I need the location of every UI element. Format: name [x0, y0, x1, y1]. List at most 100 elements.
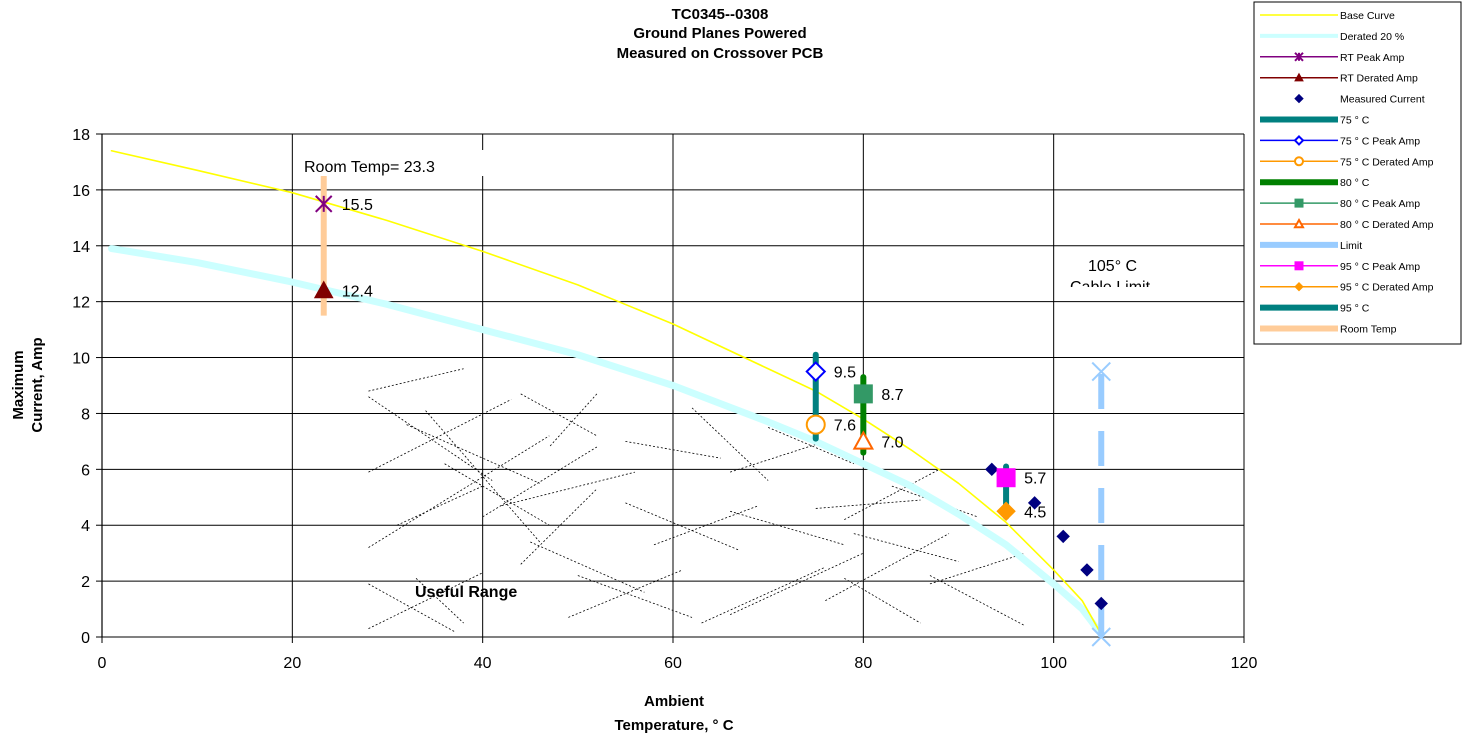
- x-tick-label: 20: [283, 655, 301, 672]
- y-tick-label: 10: [72, 351, 90, 368]
- legend-item: Room Temp: [1260, 324, 1397, 336]
- data-point: [313, 280, 334, 299]
- cross-stroke: [1091, 361, 1111, 382]
- legend-label: Limit: [1340, 240, 1362, 252]
- hatch-line: [368, 368, 464, 392]
- chart-title-line-2: Ground Planes Powered: [633, 25, 806, 42]
- hatch-line: [929, 575, 1026, 627]
- data-point: [853, 384, 873, 404]
- x-tick-label: 0: [98, 655, 107, 672]
- data-point: [852, 430, 875, 450]
- measured-point: [1056, 529, 1070, 544]
- plot-series: [108, 149, 1111, 647]
- data-label: 5.7: [1024, 471, 1046, 488]
- legend-label: 80 ° C Derated Amp: [1340, 219, 1434, 231]
- hatch-line: [444, 463, 550, 526]
- data-label: 7.6: [834, 418, 856, 435]
- legend-label: Base Curve: [1340, 10, 1395, 22]
- legend-label: 80 ° C Peak Amp: [1340, 198, 1420, 210]
- chart-title-line-1: TC0345--0308: [672, 6, 769, 23]
- legend: Base Curve Derated 20 % RT Peak Amp RT Dera…: [1253, 1, 1462, 345]
- data-label: 7.0: [881, 434, 903, 451]
- legend-label: Room Temp: [1340, 324, 1397, 336]
- x-tick-label: 60: [664, 655, 682, 672]
- hatch-line: [701, 566, 826, 624]
- y-tick-label: 4: [81, 518, 90, 535]
- hatch-line: [568, 569, 683, 618]
- y-tick-label: 14: [72, 239, 90, 256]
- data-point: [805, 414, 826, 435]
- hatch-line: [425, 410, 541, 543]
- legend-label: 95 ° C: [1340, 303, 1370, 315]
- legend-swatch-marker: [1294, 52, 1304, 62]
- y-tick-label: 6: [81, 462, 90, 479]
- legend-item: 80 ° C: [1260, 177, 1370, 189]
- x-axis-label-line-1: Ambient: [644, 693, 704, 710]
- hatch-line: [501, 471, 636, 507]
- legend-label: 95 ° C Derated Amp: [1340, 282, 1434, 294]
- data-point: [805, 361, 827, 382]
- legend-item: Measured Current: [1294, 93, 1425, 106]
- hatch-line: [729, 552, 864, 616]
- hatch-line: [577, 575, 693, 618]
- legend-swatch-marker: [1293, 134, 1305, 146]
- y-tick-label: 16: [72, 183, 90, 200]
- legend-swatch-marker: [1294, 281, 1304, 292]
- data-label: 4.5: [1024, 504, 1046, 521]
- y-tick-label: 8: [81, 406, 90, 423]
- hatch-line: [406, 424, 540, 484]
- legend-label: 75 ° C Derated Amp: [1340, 156, 1434, 168]
- hatch-line: [520, 488, 598, 565]
- legend-label: 75 ° C Peak Amp: [1340, 135, 1420, 147]
- hatch-line: [415, 578, 464, 624]
- legend-swatch-marker: [1294, 156, 1304, 167]
- data-label: 15.5: [342, 197, 373, 214]
- y-tick-label: 12: [72, 295, 90, 312]
- legend-item: 75 ° C Peak Amp: [1260, 134, 1420, 147]
- hatch-line: [368, 435, 550, 548]
- cross-stroke: [1091, 627, 1111, 647]
- y-axis-label-line-2: Current, Amp: [29, 337, 46, 432]
- limit-bottom-marker: [1091, 627, 1111, 647]
- x-tick-label: 80: [854, 655, 872, 672]
- measured-point: [1027, 496, 1042, 510]
- data-point: [315, 195, 333, 213]
- hatch-line: [530, 541, 645, 593]
- hatch-line: [548, 393, 598, 448]
- measured-point: [985, 462, 999, 477]
- hatch-line: [368, 399, 512, 473]
- hatch-line: [396, 485, 483, 526]
- legend-item: 95 ° C Derated Amp: [1260, 282, 1434, 294]
- gridlines: 0 20 40 60 80 100 120 0 2 4 6 8 10 12 14 16 18: [72, 127, 1257, 672]
- hatch-line: [368, 583, 455, 632]
- room-temp-annotation: Room Temp= 23.3: [304, 159, 435, 176]
- hatch-line: [815, 499, 921, 509]
- hatch-line: [691, 407, 769, 481]
- legend-swatch-marker: [1294, 93, 1304, 104]
- hatch-line: [625, 502, 740, 551]
- hatch-line: [482, 446, 598, 518]
- y-axis-label-line-1: Maximum: [10, 350, 27, 419]
- cable-limit-annotation-clip: [1060, 287, 1180, 301]
- x-tick-label: 100: [1040, 655, 1067, 672]
- data-point: [996, 468, 1016, 488]
- hatch-line: [729, 441, 826, 473]
- legend-item: 95 ° C: [1260, 303, 1370, 315]
- hatch-line: [368, 396, 493, 481]
- hatch-line: [729, 510, 845, 546]
- y-tick-label: 0: [81, 630, 90, 647]
- legend-label: Measured Current: [1340, 94, 1425, 106]
- hatch-line: [768, 427, 854, 465]
- legend-item: Base Curve: [1260, 10, 1395, 22]
- measured-point: [1094, 596, 1108, 611]
- data-label: 8.7: [881, 387, 903, 404]
- chart-title-line-3: Measured on Crossover PCB: [617, 45, 824, 62]
- legend-item: 80 ° C Derated Amp: [1260, 217, 1434, 231]
- useful-range-annotation: Useful Range: [415, 584, 517, 601]
- legend-label: Derated 20 %: [1340, 31, 1404, 43]
- hatch-line: [653, 505, 759, 546]
- hatch-line: [844, 468, 940, 520]
- x-axis-label-line-2: Temperature, ° C: [614, 717, 733, 734]
- hatch-line: [825, 533, 950, 602]
- legend-item: 75 ° C: [1260, 115, 1370, 127]
